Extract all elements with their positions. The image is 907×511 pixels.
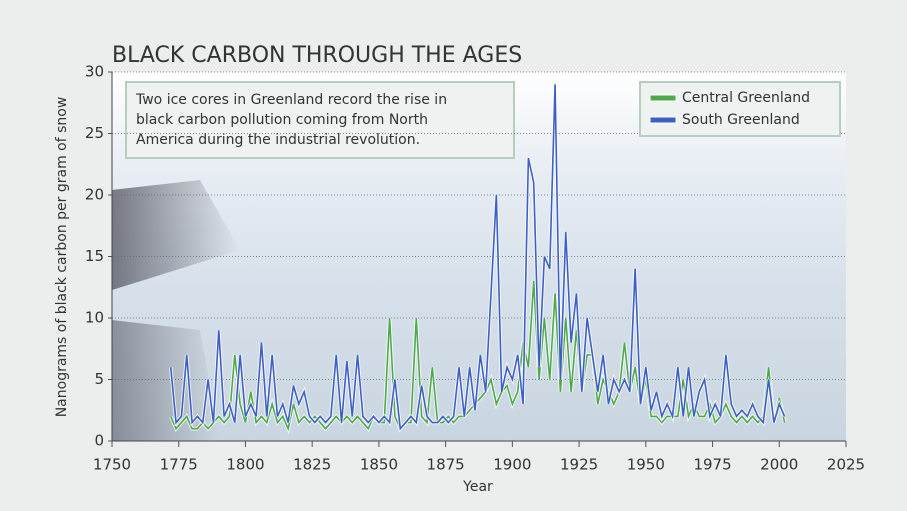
x-tick-label: 1800 [226, 456, 264, 474]
page: {"chart_data": {"type": "line", "title":… [0, 0, 907, 511]
legend-label: South Greenland [682, 112, 800, 128]
x-tick-label: 2025 [827, 456, 865, 474]
annotation-text: America during the industrial revolution… [136, 132, 420, 148]
x-tick-label: 1975 [693, 456, 731, 474]
legend-swatch [650, 117, 676, 123]
chart: BLACK CARBON THROUGH THE AGES Year Nanog… [0, 0, 907, 511]
y-tick-label: 15 [85, 247, 104, 265]
legend-label: Central Greenland [682, 90, 810, 106]
y-tick-label: 30 [85, 63, 104, 81]
x-axis-label: Year [462, 479, 493, 495]
x-tick-label: 1925 [560, 456, 598, 474]
y-tick-label: 25 [85, 124, 104, 142]
annotation-text: black carbon pollution coming from North [136, 112, 428, 128]
y-axis-label: Nanograms of black carbon per gram of sn… [54, 97, 70, 418]
y-tick-label: 20 [85, 186, 104, 204]
x-tick-label: 1775 [160, 456, 198, 474]
chart-title: BLACK CARBON THROUGH THE AGES [112, 43, 522, 68]
x-tick-label: 1900 [493, 456, 531, 474]
x-tick-label: 1825 [293, 456, 331, 474]
y-tick-label: 0 [94, 432, 104, 450]
x-tick-label: 1875 [427, 456, 465, 474]
x-tick-label: 1750 [93, 456, 131, 474]
y-tick-label: 5 [94, 370, 104, 388]
y-tick-label: 10 [85, 309, 104, 327]
x-tick-label: 1850 [360, 456, 398, 474]
x-tick-label: 2000 [760, 456, 798, 474]
legend-swatch [650, 95, 676, 101]
annotation-text: Two ice cores in Greenland record the ri… [135, 92, 447, 108]
x-tick-label: 1950 [627, 456, 665, 474]
